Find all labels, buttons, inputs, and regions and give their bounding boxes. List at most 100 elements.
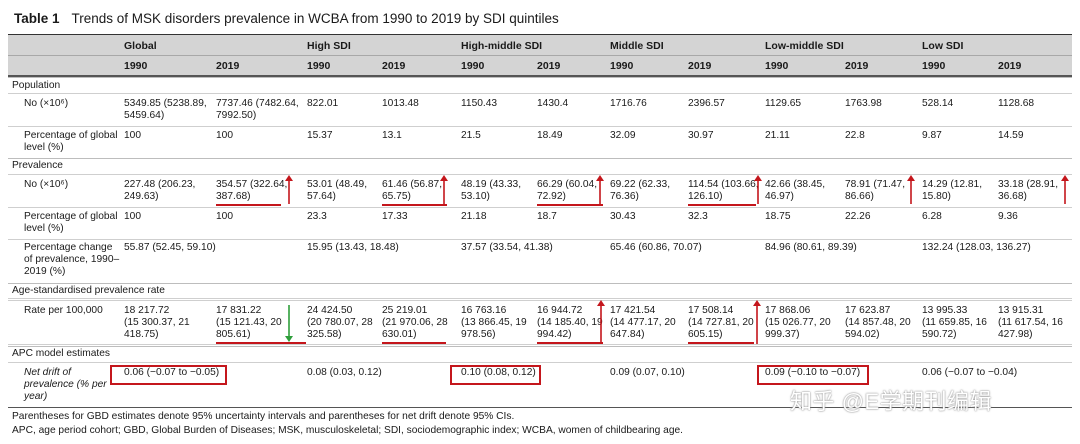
rate-cell: 17 831.22: [216, 305, 262, 316]
prev_pct-cell: 30.43: [610, 211, 636, 222]
table-title: Table 1 Trends of MSK disorders prevalenc…: [14, 11, 559, 26]
prev_change-cell: 65.46 (60.86, 70.07): [610, 242, 702, 253]
header-year-8: 1990: [765, 60, 789, 72]
prev_change-cell: 15.95 (13.43, 18.48): [307, 242, 399, 253]
emphasis-box-1: [450, 365, 541, 385]
row-rule-0: [8, 126, 1072, 127]
rate-cell: 594.02): [845, 329, 880, 340]
pop_pct-cell: 100: [124, 130, 141, 141]
prev_pct-label: level (%): [24, 223, 64, 234]
emphasis-underline-2: [537, 204, 603, 206]
header-year-7: 2019: [688, 60, 712, 72]
rate-cell: (14 857.48, 20: [845, 317, 911, 328]
prev_no-cell: 15.80): [922, 191, 951, 202]
emphasis-underline-0: [216, 204, 281, 206]
drift-label: year): [24, 391, 48, 402]
rate-cell: 25 219.01: [382, 305, 428, 316]
rate-cell: (11 617.54, 16: [998, 317, 1063, 328]
rate-cell: 17 623.87: [845, 305, 891, 316]
prev_change-cell: 55.87 (52.45, 59.10): [124, 242, 216, 253]
rate-cell: 630.01): [382, 329, 417, 340]
prev_no-cell: 36.68): [998, 191, 1027, 202]
section-prevalence: Prevalence: [12, 160, 63, 171]
up-arrow-icon: [597, 300, 605, 344]
prev_no-cell: 46.97): [765, 191, 794, 202]
pop_pct-cell: 30.97: [688, 130, 714, 141]
header-group-2: High-middle SDI: [461, 40, 543, 52]
header-year-11: 2019: [998, 60, 1022, 72]
drift-label: Net drift of: [24, 367, 71, 378]
prev_no-cell: 126.10): [688, 191, 723, 202]
prev_no-cell: 42.66 (38.45,: [765, 179, 826, 190]
section-population: Population: [12, 80, 61, 91]
pop_no-cell: 1013.48: [382, 98, 419, 109]
footnote-1: Parentheses for GBD estimates denote 95%…: [12, 411, 515, 422]
prev_no-cell: 78.91 (71.47,: [845, 179, 906, 190]
header-year-3: 2019: [382, 60, 406, 72]
pop_no-cell: 7992.50): [216, 110, 257, 121]
section-underline-1: [8, 174, 1072, 175]
pop_no-cell: 2396.57: [688, 98, 725, 109]
pop_no-cell: 1430.4: [537, 98, 569, 109]
header-year-2: 1990: [307, 60, 331, 72]
prev_pct-cell: 100: [216, 211, 233, 222]
prev_change-cell: 132.24 (128.03, 136.27): [922, 242, 1031, 253]
section-underline-3: [8, 362, 1072, 363]
rate-cell: 17 508.14: [688, 305, 734, 316]
pop_no-cell: 1128.68: [998, 98, 1035, 109]
drift-cell: 0.09 (−0.10 to −0.07): [765, 367, 861, 378]
prev_pct-cell: 17.33: [382, 211, 408, 222]
pop_no-cell: 822.01: [307, 98, 339, 109]
section-underline-2: [8, 298, 1072, 299]
pop_no-cell: 7737.46 (7482.64,: [216, 98, 299, 109]
rate-cell: 13 995.33: [922, 305, 968, 316]
header-group-0: Global: [124, 40, 157, 52]
prev_pct-cell: 18.7: [537, 211, 557, 222]
header-year-10: 1990: [922, 60, 946, 72]
pop_pct-cell: 15.37: [307, 130, 333, 141]
section-age_std: Age-standardised prevalence rate: [12, 285, 165, 296]
pop_no-cell: 1716.76: [610, 98, 647, 109]
prev_pct-cell: 23.3: [307, 211, 327, 222]
rate-cell: 647.84): [610, 329, 645, 340]
rate-cell: 24 424.50: [307, 305, 353, 316]
drift-cell: 0.08 (0.03, 0.12): [307, 367, 382, 378]
prev_pct-cell: 22.26: [845, 211, 871, 222]
rate-cell: (15 121.43, 20: [216, 317, 282, 328]
prev_no-cell: 227.48 (206.23,: [124, 179, 196, 190]
pop_pct-cell: 18.49: [537, 130, 563, 141]
up-arrow-icon: [753, 300, 761, 344]
watermark: 知乎 @E学期刊编辑: [790, 389, 993, 414]
rate-cell: (11 659.85, 16: [922, 317, 987, 328]
prev_no-label: No (×10⁶): [24, 179, 69, 190]
emphasis-underline-5: [382, 342, 446, 344]
pop_pct-cell: 13.1: [382, 130, 402, 141]
prev_change-label: of prevalence, 1990–: [24, 254, 120, 265]
up-arrow-icon: [1061, 175, 1069, 204]
rate-cell: 605.15): [688, 329, 723, 340]
drift-label: prevalence (% per: [24, 379, 107, 390]
header-divider: [8, 55, 1072, 56]
table-bottom-rule: [8, 407, 1072, 408]
up-arrow-icon: [440, 175, 448, 204]
rate-cell: (20 780.07, 28: [307, 317, 373, 328]
pop_pct-cell: 22.8: [845, 130, 865, 141]
header-group-4: Low-middle SDI: [765, 40, 844, 52]
row-rule-3: [8, 300, 1072, 301]
pop_pct-label: level (%): [24, 142, 64, 153]
rate-cell: (14 727.81, 20: [688, 317, 754, 328]
section-rule-1: [8, 158, 1072, 159]
prev_no-cell: 53.10): [461, 191, 490, 202]
section-rule-2: [8, 283, 1072, 284]
pop_pct-cell: 100: [216, 130, 233, 141]
drift-cell: 0.06 (−0.07 to −0.04): [922, 367, 1018, 378]
prev_pct-cell: 21.18: [461, 211, 487, 222]
emphasis-box-2: [757, 365, 869, 385]
rate-cell: 325.58): [307, 329, 342, 340]
rate-cell: (14 477.17, 20: [610, 317, 676, 328]
rate-cell: 418.75): [124, 329, 159, 340]
up-arrow-icon: [907, 175, 915, 204]
up-arrow-icon: [596, 175, 604, 204]
prev_no-cell: 76.36): [610, 191, 639, 202]
prev_no-cell: 387.68): [216, 191, 251, 202]
